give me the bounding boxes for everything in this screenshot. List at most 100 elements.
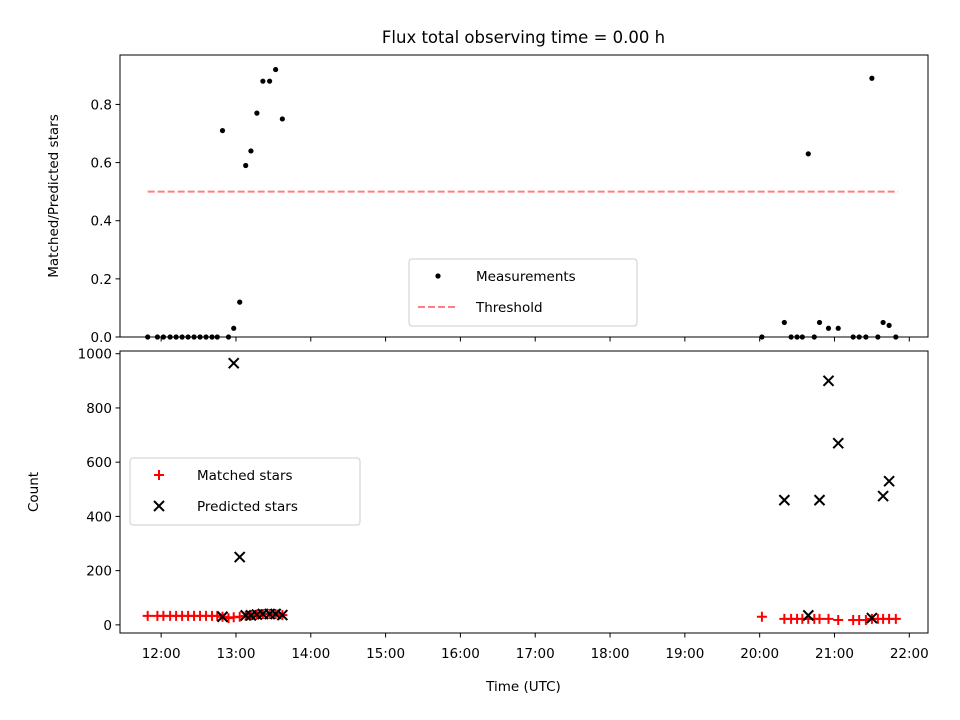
measurement-point — [869, 75, 875, 81]
measurement-point — [825, 325, 832, 331]
measurement-point — [160, 334, 166, 340]
measurement-point — [816, 319, 823, 326]
measurement-point — [231, 325, 237, 331]
y-tick-label: 800 — [86, 401, 112, 417]
y-tick-label: 1000 — [78, 347, 112, 363]
predicted-star-marker — [233, 551, 246, 563]
plot-frame — [119, 350, 929, 634]
x-tick-label: 13:00 — [217, 646, 256, 662]
measurement-point — [856, 334, 862, 340]
y-tick-label: 400 — [86, 509, 112, 525]
x-tick-label: 19:00 — [665, 646, 704, 662]
measurement-point — [225, 334, 232, 340]
measurement-point — [835, 325, 841, 331]
legend: Measurements Threshold — [408, 258, 638, 327]
measurement-point — [863, 334, 869, 340]
measurement-point — [154, 334, 161, 340]
measurement-point — [191, 334, 197, 340]
measurement-point — [145, 334, 151, 340]
matched-star-marker — [814, 613, 825, 624]
x-tick-label: 20:00 — [740, 646, 779, 662]
predicted-star-marker — [822, 375, 835, 387]
measurement-point — [273, 66, 279, 73]
measurement-point — [219, 127, 226, 134]
x-tick-label: 21:00 — [815, 646, 854, 662]
x-tick-label: 15:00 — [366, 646, 405, 662]
measurement-point — [267, 78, 273, 84]
measurement-point — [185, 334, 191, 340]
matched-star-marker — [756, 611, 767, 622]
matched-star-marker — [823, 613, 834, 624]
measurement-point — [179, 334, 185, 340]
x-tick-label: 14:00 — [291, 646, 330, 662]
y-tick-label: 0.0 — [91, 330, 112, 346]
legend-box — [129, 457, 361, 526]
predicted-star-marker — [778, 494, 791, 506]
y-tick-label: 0.2 — [91, 272, 112, 288]
y-tick-label: 0.6 — [91, 156, 112, 172]
measurement-point — [279, 116, 285, 122]
legend: Matched stars Predicted stars — [129, 457, 361, 526]
legend-matched-marker — [154, 470, 164, 480]
x-tick-label: 22:00 — [890, 646, 929, 662]
measurement-point — [243, 162, 249, 169]
legend-label: Matched stars — [197, 468, 293, 484]
measurement-point — [209, 334, 215, 340]
x-tick-label: 16:00 — [441, 646, 480, 662]
y-tick-label: 600 — [86, 455, 112, 471]
predicted-star-marker — [832, 437, 844, 449]
measurement-point — [805, 151, 811, 157]
y-tick-label: 0.8 — [91, 97, 112, 113]
measurement-point — [794, 334, 800, 340]
predicted-star-marker — [883, 475, 895, 487]
measurement-point — [260, 78, 266, 84]
measurement-point — [203, 334, 209, 340]
x-tick-label: 12:00 — [142, 646, 181, 662]
legend-label: Threshold — [475, 300, 543, 316]
measurement-point — [254, 110, 260, 116]
predicted-star-marker — [866, 612, 878, 624]
predicted-star-marker — [216, 611, 229, 623]
measurement-point — [850, 334, 856, 340]
measurement-point — [214, 334, 220, 340]
measurement-point — [248, 148, 254, 154]
predicted-star-marker — [228, 357, 240, 369]
measurement-point — [875, 334, 881, 340]
predicted-star-marker — [813, 494, 826, 506]
legend-label: Predicted stars — [197, 499, 298, 515]
measurement-point — [759, 334, 765, 340]
plot-frame — [119, 54, 929, 338]
y-tick-label: 0.4 — [91, 214, 112, 230]
predicted-star-marker — [239, 609, 252, 622]
measurement-point — [880, 319, 886, 326]
top-axes: 0.0 0.2 0.4 0.6 0.8 Matched/Predicted stars Me… — [46, 54, 929, 346]
bottom-axes: 12:00 13:00 14:00 15:00 16:00 17:00 18:00 19:00… — [26, 347, 929, 662]
y-axis-label: Matched/Predicted stars — [46, 114, 62, 277]
y-tick-label: 0 — [103, 618, 112, 634]
legend-predicted-marker — [153, 500, 165, 512]
predicted-star-marker — [802, 609, 815, 622]
x-tick-label: 17:00 — [516, 646, 555, 662]
measurement-point — [173, 334, 179, 340]
chart-title: Flux total observing time = 0.00 h — [382, 28, 665, 47]
measurement-point — [788, 334, 794, 340]
x-tick-label: 18:00 — [591, 646, 630, 662]
predicted-star-marker — [276, 609, 289, 621]
legend-measurement-marker — [435, 273, 441, 279]
legend-label: Measurements — [476, 269, 576, 285]
measurement-point — [893, 334, 899, 340]
matched-star-marker — [890, 613, 901, 624]
measurement-point — [167, 334, 173, 340]
measurement-point — [237, 299, 243, 305]
legend-box — [408, 258, 638, 327]
measurement-point — [886, 322, 892, 328]
matched-star-marker — [833, 614, 844, 625]
matched-star-marker — [142, 610, 153, 621]
x-axis-label: Time (UTC) — [485, 679, 561, 695]
measurement-point — [197, 334, 203, 340]
y-tick-label: 200 — [86, 564, 112, 580]
measurement-point — [781, 319, 787, 326]
predicted-star-marker — [877, 490, 889, 502]
measurement-point — [811, 334, 817, 340]
